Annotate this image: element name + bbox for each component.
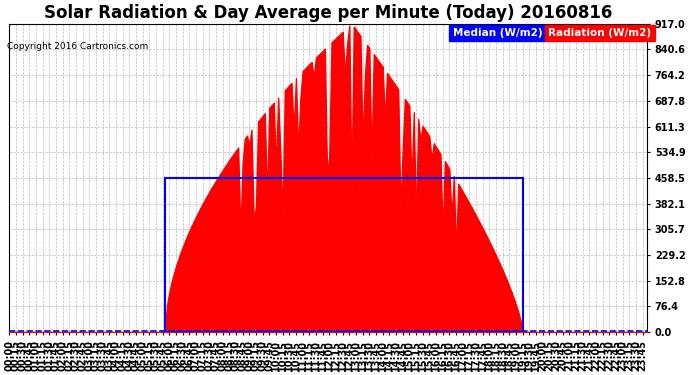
Text: Median (W/m2): Median (W/m2) bbox=[453, 28, 542, 38]
Title: Solar Radiation & Day Average per Minute (Today) 20160816: Solar Radiation & Day Average per Minute… bbox=[44, 4, 612, 22]
Text: Radiation (W/m2): Radiation (W/m2) bbox=[549, 28, 651, 38]
Bar bbox=[165, 178, 523, 332]
Text: Copyright 2016 Cartronics.com: Copyright 2016 Cartronics.com bbox=[7, 42, 148, 51]
